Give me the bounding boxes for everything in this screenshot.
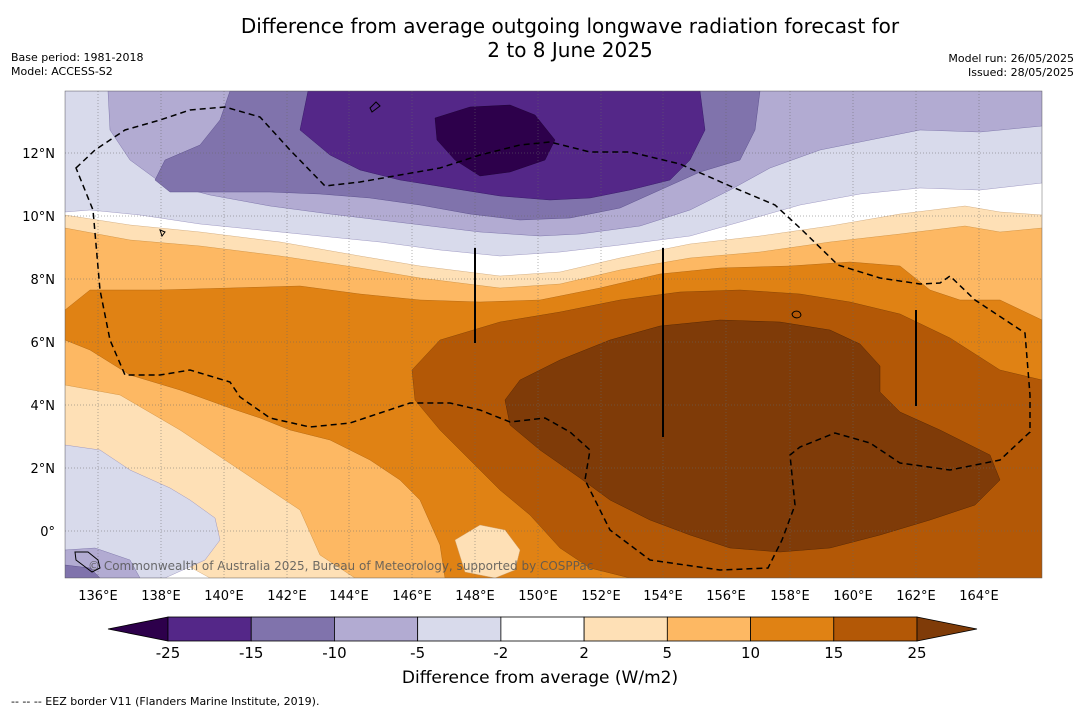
latitude-label: 2°N [31,462,56,477]
longitude-label: 146°E [392,589,432,604]
colorbar-swatch [334,616,419,642]
colorbar-swatch [167,616,252,642]
colorbar-swatch [583,616,668,642]
colorbar-tick-label: -5 [410,644,425,662]
longitude-label: 164°E [959,589,999,604]
contour-n2-n5-southwest [65,444,221,578]
colorbar-extend-min [107,616,169,642]
colorbar-tick-label: -15 [239,644,264,662]
contour-above-25 [504,319,1001,553]
longitude-label: 140°E [204,589,244,604]
longitude-labels: 136°E 138°E 140°E 142°E 144°E 146°E 148°E 150°E… [78,589,999,604]
contour-p2-p5-blob [454,524,521,578]
colorbar-swatch [500,616,585,642]
colorbar-tick-label: -25 [156,644,181,662]
graticule [65,91,1042,578]
footer-eez-note: -- -- -- EEZ border V11 (Flanders Marine… [11,695,320,708]
meta-left: Base period: 1981-2018 Model: ACCESS-S2 [11,51,143,79]
longitude-label: 158°E [770,589,810,604]
latitude-label: 10°N [22,210,55,225]
longitude-label: 144°E [329,589,369,604]
map-frame [64,90,1043,579]
longitude-label: 148°E [455,589,495,604]
longitude-label: 162°E [896,589,936,604]
colorbar-swatch [417,616,502,642]
eez-border [75,106,1031,571]
colorbar-tick-label: 5 [663,644,673,662]
longitude-label: 138°E [141,589,181,604]
longitude-label: 150°E [518,589,558,604]
latitude-label: 0° [40,525,55,540]
longitude-label: 152°E [581,589,621,604]
colorbar-tick-label: 15 [824,644,843,662]
island-outline [791,310,802,319]
colorbar-swatch [833,616,918,642]
colorbar: -25 -15 -10 -5 -2 2 5 10 15 25 [107,616,978,662]
latitude-label: 4°N [31,399,56,414]
longitude-label: 160°E [833,589,873,604]
latitude-labels: 12°N 10°N 8°N 6°N 4°N 2°N 0° [22,147,55,540]
island-outline [74,551,101,573]
title-line-1: Difference from average outgoing longwav… [240,14,900,38]
longitude-label: 142°E [267,589,307,604]
contour-n10-n15-southwest [65,564,101,578]
latitude-label: 6°N [31,336,56,351]
title-line-2: 2 to 8 June 2025 [487,38,653,62]
colorbar-tick-label: -10 [322,644,347,662]
base-period-text: Base period: 1981-2018 [11,51,144,64]
model-run-text: Model run: 26/05/2025 [948,52,1074,65]
map-title: Difference from average outgoing longwav… [170,14,970,62]
island-outline [369,101,381,113]
colorbar-tick-label: 10 [741,644,760,662]
colorbar-extend-max [916,616,978,642]
copyright-text: © Commonwealth of Australia 2025, Bureau… [88,559,593,573]
map-panel: © Commonwealth of Australia 2025, Bureau… [65,91,1042,578]
island-outline [159,229,166,238]
colorbar-tick-label: -2 [493,644,508,662]
colorbar-swatch [666,616,751,642]
colorbar-swatch [750,616,835,642]
longitude-label: 136°E [78,589,118,604]
meta-right: Model run: 26/05/2025 Issued: 28/05/2025 [948,52,1074,80]
colorbar-title: Difference from average (W/m2) [401,668,679,688]
longitude-label: 154°E [643,589,683,604]
contour-below-25 [434,104,556,177]
colorbar-swatch [250,616,335,642]
colorbar-tick-label: 2 [579,644,589,662]
latitude-label: 12°N [22,147,55,162]
latitude-label: 8°N [31,273,56,288]
issued-text: Issued: 28/05/2025 [967,66,1074,79]
colorbar-tick-label: 25 [907,644,926,662]
longitude-label: 156°E [706,589,746,604]
model-text: Model: ACCESS-S2 [11,65,113,78]
